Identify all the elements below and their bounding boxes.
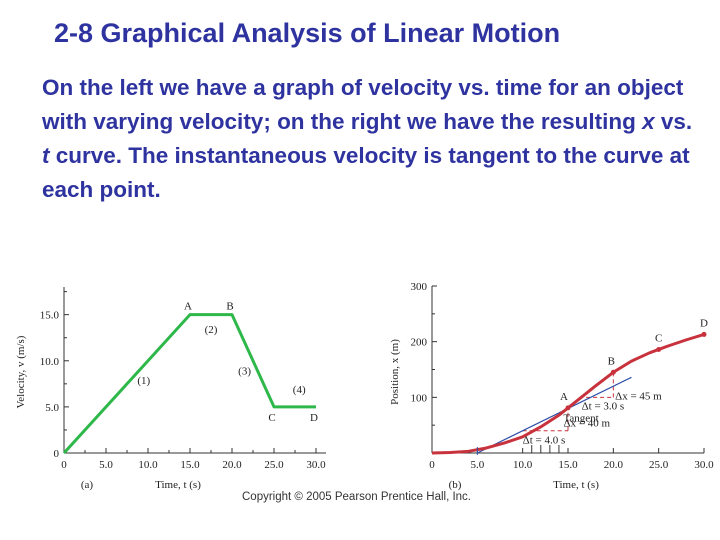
chart-b-tangent-line bbox=[477, 376, 632, 454]
chart-a-x-tick-label: 15.0 bbox=[180, 459, 200, 471]
chart-b-y-tick-label: 100 bbox=[411, 392, 428, 404]
chart-b-point-label: C bbox=[655, 332, 662, 344]
chart-a-segment-label: (4) bbox=[293, 384, 306, 396]
chart-a-point-label: C bbox=[268, 412, 275, 424]
chart-a-y-tick-label: 10.0 bbox=[40, 356, 60, 368]
chart-a-panel-label: (a) bbox=[81, 479, 94, 491]
chart-b-point-marker bbox=[656, 346, 662, 352]
chart-a-point-label: D bbox=[310, 412, 318, 424]
para-part1: On the left we have a graph of velocity … bbox=[42, 75, 684, 134]
chart-b-y-axis-label: Position, x (m) bbox=[389, 339, 401, 405]
chart-a-y-tick-label: 0 bbox=[54, 448, 60, 460]
chart-b-dx-label-upper: Δx = 45 m bbox=[615, 390, 662, 402]
chart-a-x-tick-label: 20.0 bbox=[222, 459, 242, 471]
chart-a-velocity-line bbox=[62, 313, 316, 455]
chart-b-x-tick-label: 5.0 bbox=[470, 459, 484, 471]
chart-b-x-tick-label: 30.0 bbox=[694, 459, 714, 471]
slide-title: 2-8 Graphical Analysis of Linear Motion bbox=[54, 18, 561, 48]
chart-b-point-marker bbox=[565, 405, 571, 411]
chart-b-y-tick-label: 300 bbox=[411, 281, 428, 293]
chart-a-point-label: A bbox=[184, 301, 192, 313]
chart-b-x-tick-label: 10.0 bbox=[513, 459, 533, 471]
chart-a-x-axis-label: Time, t (s) bbox=[155, 479, 201, 491]
chart-a-x-tick-label: 10.0 bbox=[138, 459, 158, 471]
chart-b-panel-label: (b) bbox=[449, 479, 462, 491]
chart-a-segment-label: (3) bbox=[238, 366, 251, 378]
chart-a-segment-label: (2) bbox=[205, 324, 218, 336]
chart-a-point-label: B bbox=[226, 301, 233, 313]
chart-b-dt-label-upper: Δt = 3.0 s bbox=[582, 400, 625, 412]
chart-b-tangent-label: Tangent bbox=[563, 412, 598, 424]
chart-a-x-tick-label: 30.0 bbox=[306, 459, 326, 471]
chart-a-y-axis-label: Velocity, v (m/s) bbox=[15, 335, 27, 408]
chart-a-y-tick-label: 15.0 bbox=[40, 310, 60, 322]
chart-b-point-label: D bbox=[700, 317, 708, 329]
chart-b-point-label: B bbox=[608, 355, 615, 367]
chart-b-x-tick-label: 20.0 bbox=[604, 459, 624, 471]
para-part2: curve. The instantaneous velocity is tan… bbox=[42, 143, 690, 202]
chart-a-x-tick-label: 25.0 bbox=[264, 459, 284, 471]
chart-b-x-axis-label: Time, t (s) bbox=[553, 479, 599, 491]
var-t: t bbox=[42, 143, 50, 168]
chart-a-x-tick-label: 0 bbox=[61, 459, 67, 471]
chart-b-x-tick-label: 0 bbox=[429, 459, 435, 471]
chart-a-y-tick-label: 5.0 bbox=[45, 402, 59, 414]
var-x: x bbox=[642, 109, 655, 134]
body-paragraph: On the left we have a graph of velocity … bbox=[42, 71, 702, 207]
chart-b-position-curve bbox=[431, 332, 705, 455]
word-vs: vs. bbox=[654, 109, 693, 134]
chart-a-segment-label: (1) bbox=[137, 375, 150, 387]
copyright-notice: Copyright © 2005 Pearson Prentice Hall, … bbox=[242, 491, 472, 503]
chart-b-point-marker bbox=[610, 369, 616, 375]
chart-b-point-label: A bbox=[560, 391, 568, 403]
chart-b-dt-label-lower: Δt = 4.0 s bbox=[523, 435, 566, 447]
chart-b-point-marker bbox=[701, 331, 707, 337]
chart-b-x-tick-label: 15.0 bbox=[558, 459, 578, 471]
chart-b-x-tick-label: 25.0 bbox=[649, 459, 669, 471]
chart-a-x-tick-label: 5.0 bbox=[99, 459, 113, 471]
chart-b-dx-label-lower: Δx = 40 m bbox=[563, 418, 610, 430]
chart-b-y-tick-label: 200 bbox=[411, 337, 428, 349]
